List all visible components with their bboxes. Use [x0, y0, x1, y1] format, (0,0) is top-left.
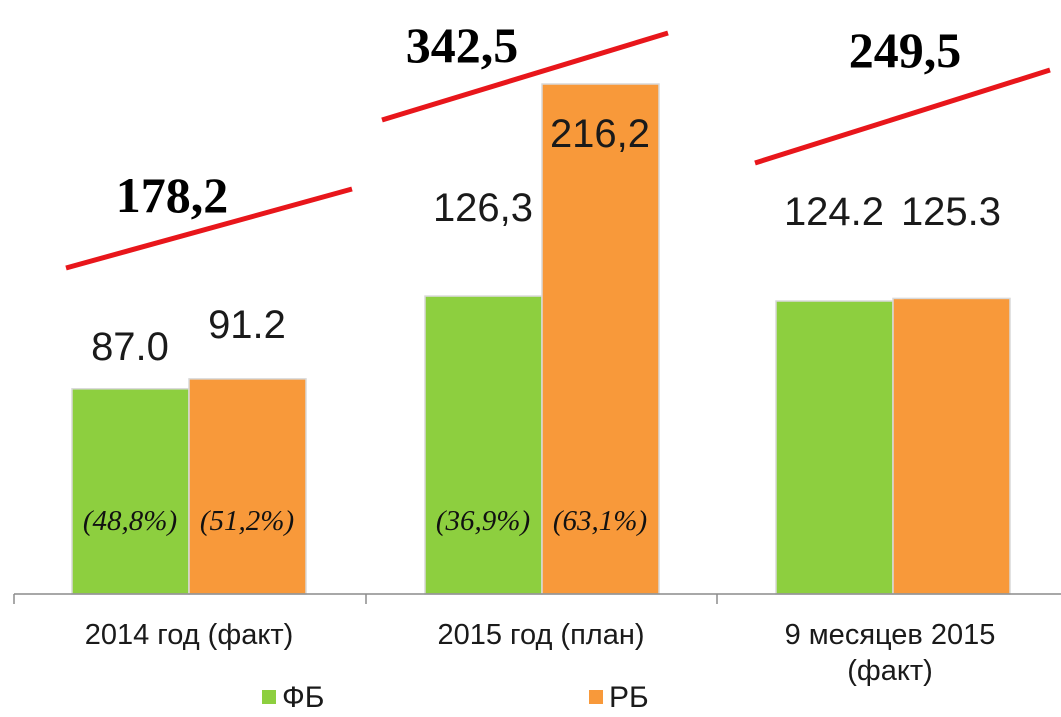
total-line-2 [754, 67, 1051, 166]
legend-label-rb: РБ [609, 681, 649, 714]
category-axis: 2014 год (факт) 2015 год (план) 9 месяцев … [13, 593, 1061, 687]
share-label-fb-1: (36,9%) [436, 505, 530, 537]
x-tick-label-1: 2015 год (план) [437, 619, 644, 651]
total-label-0: 178,2 [116, 167, 229, 223]
share-label-rb-1: (63,1%) [553, 505, 647, 537]
value-label-rb-1: 216,2 [550, 112, 650, 156]
bar-fb-1 [424, 295, 543, 595]
labels-layer: 87.0 (48,8%) 126,3 (36,9%) 124.2 91.2 (51,2%) 2… [83, 17, 1001, 537]
value-label-fb-0: 87.0 [91, 325, 169, 369]
bar-rb-1 [541, 83, 660, 595]
value-label-rb-0: 91.2 [208, 303, 286, 347]
bar-fb-0 [71, 388, 190, 595]
total-label-1: 342,5 [406, 17, 519, 73]
x-tick-label-2: 9 месяцев 2015 (факт) [785, 619, 996, 687]
share-label-fb-0: (48,8%) [83, 505, 177, 537]
legend-label-fb: ФБ [282, 681, 325, 714]
total-line-0 [65, 186, 353, 271]
total-trend-lines [65, 30, 1051, 271]
legend-swatch-rb [589, 690, 603, 704]
total-label-2: 249,5 [849, 22, 962, 78]
value-label-fb-2: 124.2 [784, 190, 884, 234]
legend-swatch-fb [262, 690, 276, 704]
bar-fb-2 [775, 300, 894, 595]
legend: ФБ РБ [262, 681, 649, 714]
total-line-1 [381, 30, 669, 123]
value-label-rb-2: 125.3 [901, 190, 1001, 234]
bars-layer [71, 83, 1011, 595]
bar-rb-2 [892, 297, 1011, 595]
value-label-fb-1: 126,3 [433, 186, 533, 230]
x-tick-label-0: 2014 год (факт) [85, 619, 294, 651]
bar-rb-0 [188, 378, 307, 595]
share-label-rb-0: (51,2%) [200, 505, 294, 537]
